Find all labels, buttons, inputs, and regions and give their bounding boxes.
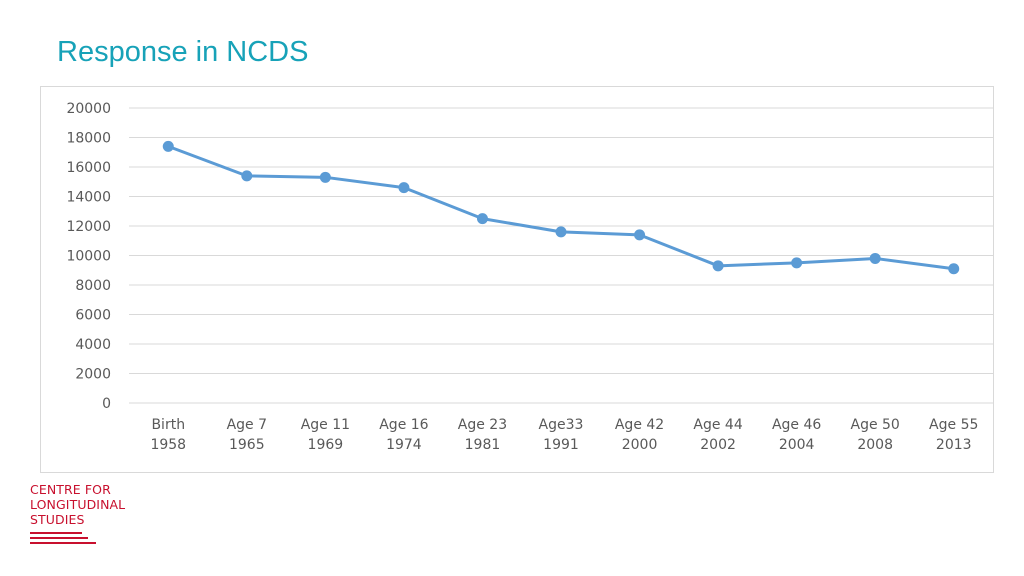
- x-tick-label-10-line-1: Age 55: [929, 417, 978, 433]
- x-tick-label-0-line-2: 1958: [150, 437, 186, 453]
- y-tick-label-20000: 20000: [66, 101, 111, 117]
- series-line-0: [167, 144, 954, 271]
- data-point-10: [948, 263, 960, 275]
- data-point-0: [162, 140, 174, 152]
- data-point-6: [634, 229, 646, 241]
- y-tick-label-4000: 4000: [75, 337, 111, 353]
- slide-title: Response in NCDS: [57, 36, 309, 68]
- y-tick-label-0: 0: [102, 396, 111, 412]
- x-tick-label-2-line-1: Age 11: [301, 417, 350, 433]
- x-tick-label-5-line-2: 1991: [543, 437, 579, 453]
- logo-text-line-3: STUDIES: [30, 512, 85, 527]
- data-point-1: [241, 170, 253, 182]
- y-tick-label-16000: 16000: [66, 160, 111, 176]
- y-tick-label-10000: 10000: [66, 249, 111, 265]
- x-tick-label-10-line-2: 2013: [936, 437, 972, 453]
- y-tick-label-18000: 18000: [66, 131, 111, 147]
- gridlines: [129, 107, 993, 404]
- y-tick-label-6000: 6000: [75, 308, 111, 324]
- x-tick-label-5-line-1: Age33: [539, 417, 584, 433]
- line-chart: 0 2000 4000 6000 8000 10000 12000 14000 16000 180…: [66, 101, 993, 453]
- data-point-8: [791, 257, 803, 269]
- x-tick-label-1-line-1: Age 7: [227, 417, 267, 433]
- logo-rule-1: [30, 532, 82, 534]
- x-tick-label-6-line-1: Age 42: [615, 417, 664, 433]
- x-tick-label-3-line-1: Age 16: [379, 417, 428, 433]
- logo-text-line-2: LONGITUDINAL: [30, 497, 126, 512]
- x-tick-label-8-line-2: 2004: [779, 437, 815, 453]
- x-tick-label-1-line-2: 1965: [229, 437, 265, 453]
- x-tick-label-3-line-2: 1974: [386, 437, 422, 453]
- y-tick-label-2000: 2000: [75, 367, 111, 383]
- x-tick-label-9-line-2: 2008: [857, 437, 893, 453]
- x-tick-label-7-line-2: 2002: [700, 437, 736, 453]
- y-tick-label-12000: 12000: [66, 219, 111, 235]
- data-point-7: [712, 260, 724, 272]
- x-tick-label-4-line-2: 1981: [465, 437, 501, 453]
- x-tick-label-8-line-1: Age 46: [772, 417, 821, 433]
- data-point-3: [398, 182, 410, 194]
- x-tick-label-0-line-1: Birth: [151, 417, 185, 433]
- x-axis-tick-labels: Birth 1958 Age 7 1965 Age 11 1969 Age 16 1974 Ag…: [150, 417, 978, 453]
- x-tick-label-6-line-2: 2000: [622, 437, 658, 453]
- logo-text-line-1: CENTRE FOR: [30, 482, 111, 497]
- data-point-9: [869, 252, 881, 264]
- chart-area: 0 2000 4000 6000 8000 10000 12000 14000 16000 180…: [40, 86, 994, 473]
- logo-rule-2: [30, 537, 88, 539]
- data-series: [162, 140, 960, 275]
- x-tick-label-7-line-1: Age 44: [693, 417, 742, 433]
- logo-rule-3: [30, 542, 96, 544]
- logo-rules: [30, 532, 150, 544]
- data-point-2: [319, 171, 331, 183]
- y-tick-label-8000: 8000: [75, 278, 111, 294]
- x-tick-label-2-line-2: 1969: [308, 437, 344, 453]
- y-tick-label-14000: 14000: [66, 190, 111, 206]
- y-axis-tick-labels: 0 2000 4000 6000 8000 10000 12000 14000 16000 180…: [66, 101, 111, 412]
- data-point-4: [476, 213, 488, 225]
- x-tick-label-4-line-1: Age 23: [458, 417, 507, 433]
- x-tick-label-9-line-1: Age 50: [851, 417, 900, 433]
- cls-logo: CENTRE FOR LONGITUDINAL STUDIES: [30, 482, 150, 544]
- data-point-5: [555, 226, 567, 238]
